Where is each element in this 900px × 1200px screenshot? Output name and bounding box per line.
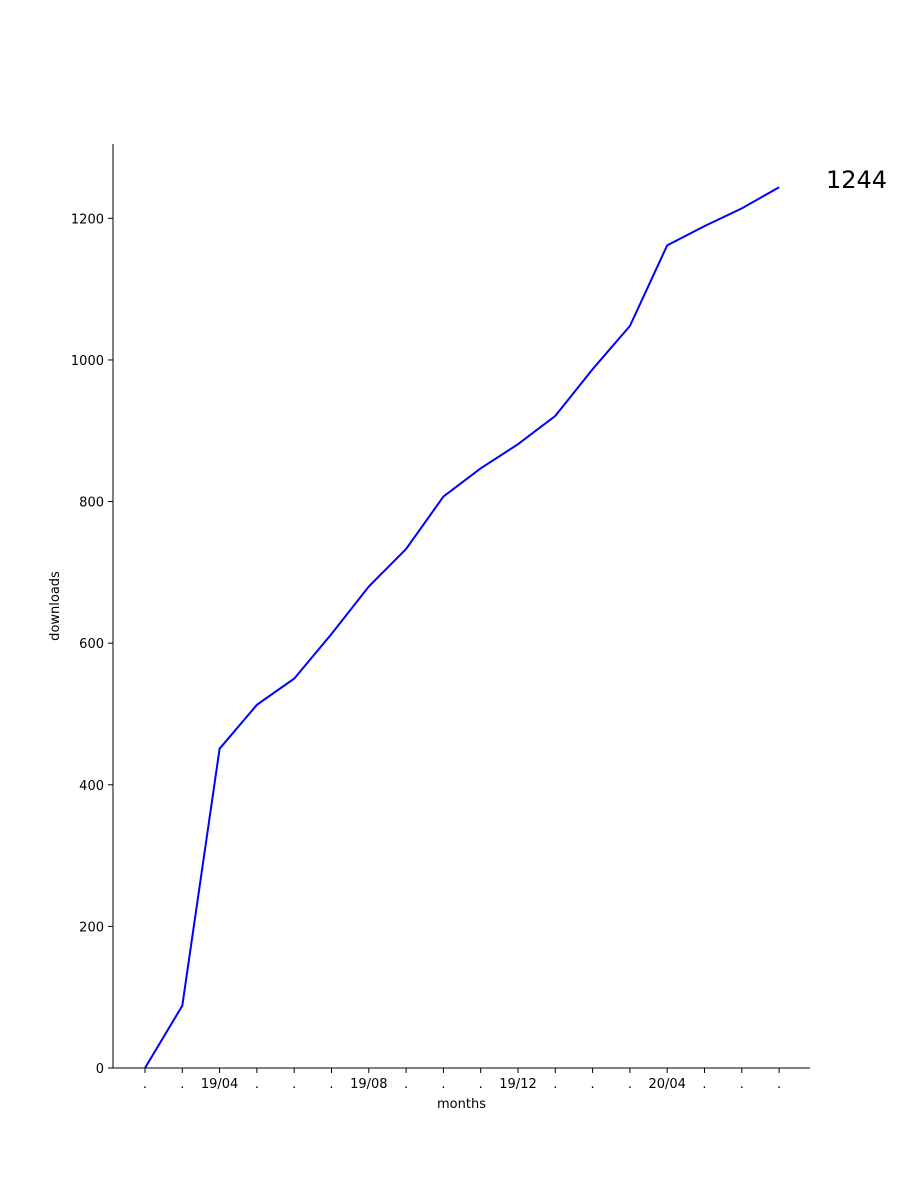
y-tick-label: 600 [79, 637, 104, 652]
x-tick-label: 20/04 [648, 1077, 685, 1092]
y-tick-label: 1000 [71, 354, 104, 369]
y-ticks: 0 200 400 600 800 1000 1200 [71, 212, 113, 1077]
axes [112, 144, 810, 1069]
x-tick-label: . [143, 1077, 147, 1092]
x-tick-label: . [628, 1077, 632, 1092]
x-tick-label: . [180, 1077, 184, 1092]
x-tick-label: . [441, 1077, 445, 1092]
x-tick-label: 19/08 [350, 1077, 387, 1092]
x-tick-label: . [292, 1077, 296, 1092]
y-tick-label: 800 [79, 496, 104, 511]
x-tick-label: . [404, 1077, 408, 1092]
x-tick-label: . [740, 1077, 744, 1092]
last-value-label: 1244 [826, 166, 887, 194]
y-axis-label: downloads [48, 571, 63, 641]
x-ticks: .. 19/04... 19/08... 19/12... 20/04... [143, 1068, 781, 1092]
x-tick-label: . [591, 1077, 595, 1092]
y-tick-label: 200 [79, 920, 104, 935]
y-tick-label: 0 [96, 1062, 104, 1077]
x-tick-label: . [255, 1077, 259, 1092]
x-tick-label: . [553, 1077, 557, 1092]
x-tick-label: 19/04 [201, 1077, 238, 1092]
x-tick-label: . [777, 1077, 781, 1092]
data-points [144, 187, 780, 1069]
downloads-series-line [144, 186, 780, 1069]
y-tick-label: 1200 [71, 212, 104, 227]
x-tick-label: . [479, 1077, 483, 1092]
x-tick-label: . [702, 1077, 706, 1092]
x-tick-label: 19/12 [499, 1077, 536, 1092]
x-tick-label: . [329, 1077, 333, 1092]
y-tick-label: 400 [79, 779, 104, 794]
x-axis-label: months [437, 1097, 486, 1112]
